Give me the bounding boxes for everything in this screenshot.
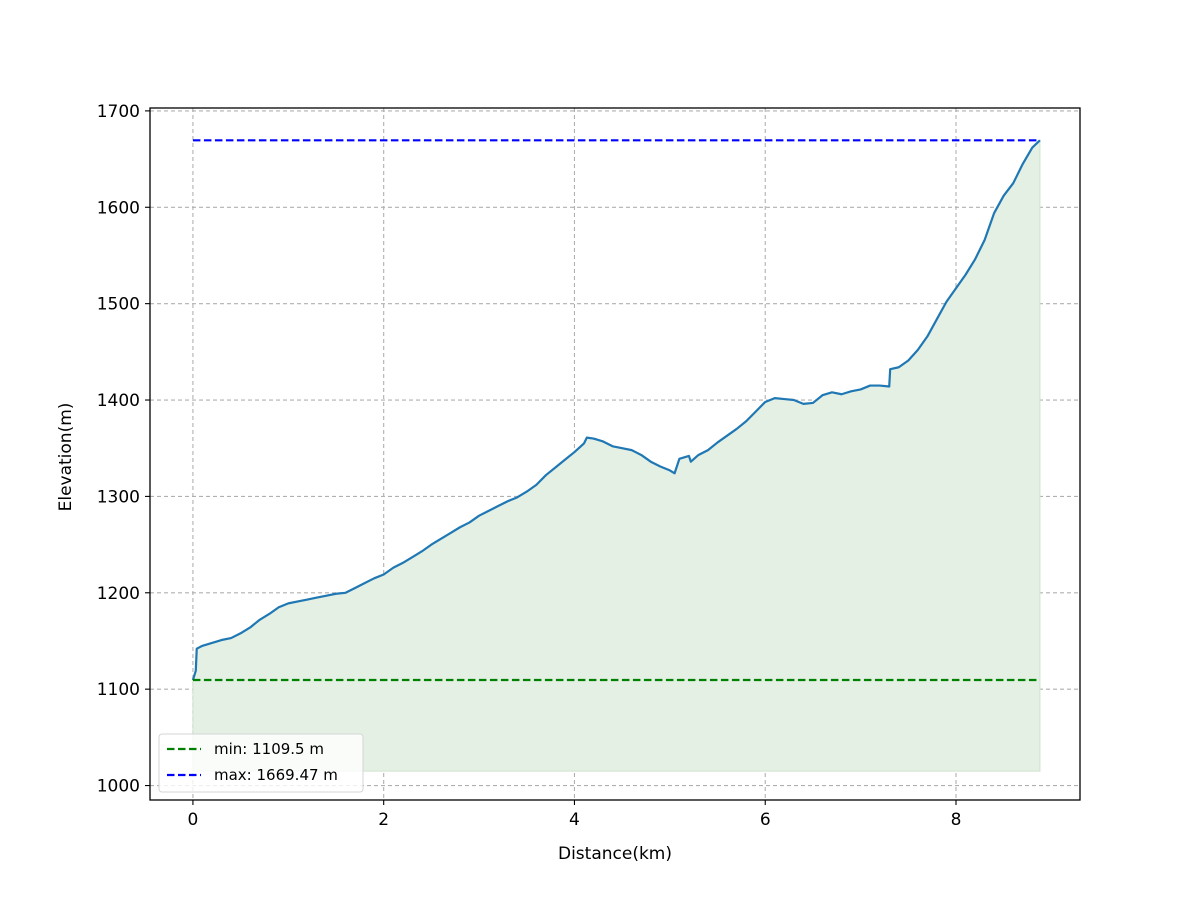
x-axis-label: Distance(km) (558, 844, 672, 864)
y-axis-label: Elevation(m) (56, 403, 76, 512)
x-tick-label: 2 (378, 810, 389, 830)
x-tick-label: 4 (569, 810, 580, 830)
y-tick-label: 1700 (97, 102, 140, 122)
legend: min: 1109.5 m max: 1669.47 m (158, 733, 364, 793)
x-tick-label: 8 (951, 810, 962, 830)
reference-lines-layer (192, 139, 1040, 682)
x-tick-label: 0 (188, 810, 199, 830)
series-layer (191, 139, 1041, 681)
y-tick-label: 1300 (97, 487, 140, 507)
elevation-line (191, 139, 1041, 681)
y-tick-label: 1200 (97, 584, 140, 604)
y-tick-label: 1000 (97, 777, 140, 797)
y-tick-label: 1600 (97, 198, 140, 218)
y-tick-label: 1400 (97, 391, 140, 411)
legend-label: min: 1109.5 m (214, 740, 324, 758)
x-tick-label: 6 (760, 810, 771, 830)
legend-box (158, 733, 364, 793)
ticks-layer: 0 2 4 6 8 1000 1100 1200 1300 1400 1500 1600 1700 (97, 102, 962, 830)
legend-label: max: 1669.47 m (214, 766, 338, 784)
y-tick-label: 1500 (97, 295, 140, 315)
y-tick-label: 1100 (97, 680, 140, 700)
plot-frame (149, 107, 1081, 801)
